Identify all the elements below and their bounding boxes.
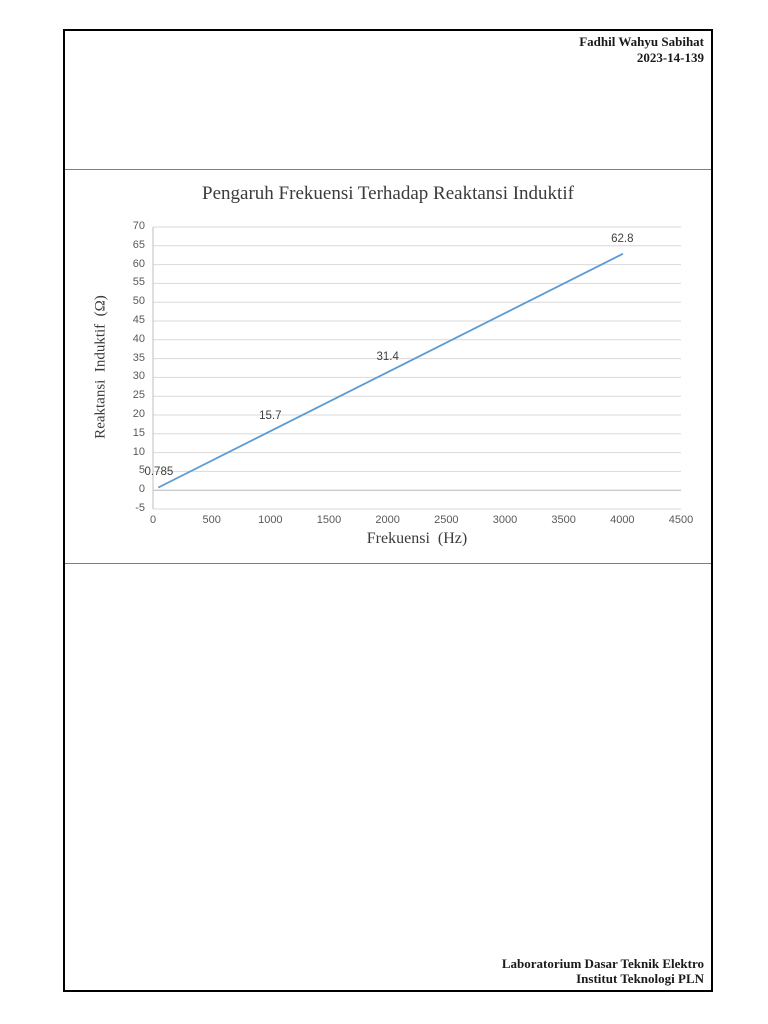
- x-tick-label: 2000: [375, 514, 400, 526]
- x-tick-label: 500: [202, 514, 221, 526]
- data-label: 62.8: [611, 233, 634, 246]
- y-tick-label: -5: [135, 502, 145, 514]
- x-tick-label: 1500: [316, 514, 342, 526]
- author-name: Fadhil Wahyu Sabihat: [579, 34, 704, 49]
- line-chart-figure: Pengaruh Frekuensi Terhadap Reaktansi In…: [65, 169, 711, 564]
- x-tick-label: 2500: [434, 514, 459, 526]
- report-page: Fadhil Wahyu Sabihat 2023-14-139 Pengaru…: [63, 29, 713, 992]
- y-tick-label: 45: [132, 314, 145, 326]
- x-tick-label: 4500: [668, 514, 694, 526]
- page-header: Fadhil Wahyu Sabihat 2023-14-139: [579, 34, 704, 66]
- footer-institute-name: Institut Teknologi PLN: [576, 971, 704, 986]
- footer-lab-name: Laboratorium Dasar Teknik Elektro: [501, 956, 704, 971]
- student-id: 2023-14-139: [636, 50, 704, 65]
- x-tick-label: 0: [149, 514, 157, 526]
- chart-title: Pengaruh Frekuensi Terhadap Reaktansi In…: [202, 183, 574, 204]
- y-tick-label: 55: [132, 276, 145, 289]
- plot-area: [152, 226, 681, 510]
- y-tick-label: 15: [132, 426, 145, 439]
- data-label: 0.785: [144, 466, 174, 479]
- x-axis-title: Frekuensi (Hz): [366, 530, 468, 547]
- x-tick-label: 1000: [258, 514, 283, 526]
- y-tick-label: 35: [132, 351, 145, 364]
- y-tick-label: 50: [132, 295, 145, 308]
- series-line: [157, 253, 624, 489]
- x-tick-label: 4000: [610, 514, 635, 526]
- y-tick-label: 20: [132, 408, 145, 420]
- data-label: 15.7: [259, 410, 282, 423]
- x-tick-label: 3000: [492, 514, 518, 526]
- y-tick-label: 65: [132, 238, 145, 251]
- x-tick-label: 3500: [551, 514, 576, 526]
- data-label: 31.4: [376, 351, 399, 364]
- y-tick-label: 0: [138, 483, 145, 496]
- y-tick-label: 25: [132, 389, 145, 402]
- y-tick-label: 5: [138, 464, 145, 477]
- y-tick-label: 40: [132, 332, 145, 345]
- page-footer: Laboratorium Dasar Teknik Elektro Instit…: [502, 956, 704, 986]
- y-tick-label: 60: [132, 257, 145, 270]
- y-tick-label: 30: [132, 370, 145, 383]
- y-tick-label: 10: [132, 445, 145, 458]
- y-tick-label: 70: [132, 220, 145, 232]
